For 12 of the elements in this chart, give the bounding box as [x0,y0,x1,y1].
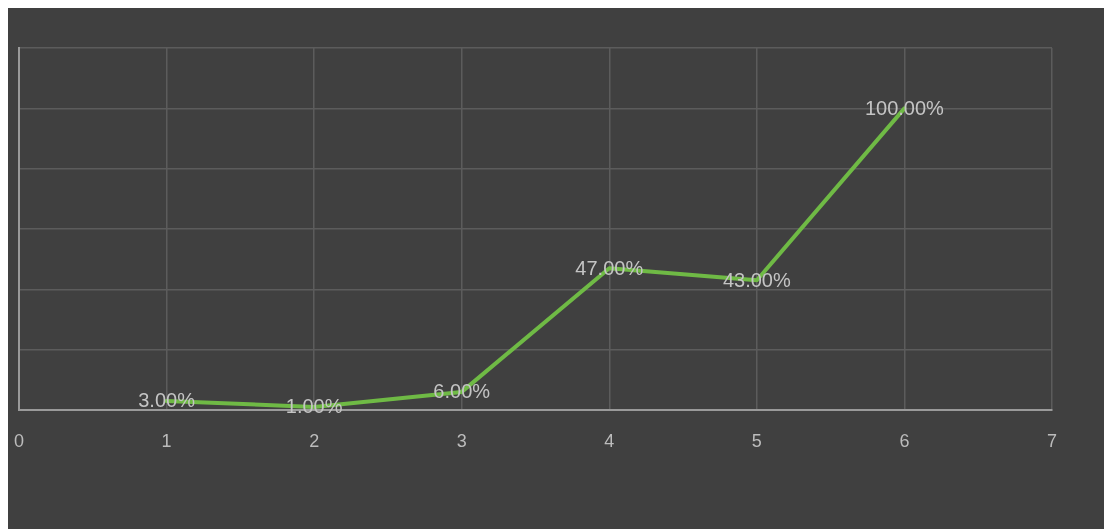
x-tick-label: 2 [309,430,320,451]
data-label: 1.00% [285,395,343,418]
data-label: 3.00% [138,389,196,412]
x-tick-label: 3 [456,430,467,451]
x-tick-label: 6 [899,430,910,451]
x-tick-label: 7 [1046,430,1058,451]
data-label: 100.00% [864,96,945,119]
x-tick-label: 5 [751,430,762,451]
x-tick-label: 1 [161,430,172,451]
data-label: 43.00% [722,268,791,291]
x-tick-label: 0 [13,430,25,451]
x-tick-label: 4 [604,430,615,451]
